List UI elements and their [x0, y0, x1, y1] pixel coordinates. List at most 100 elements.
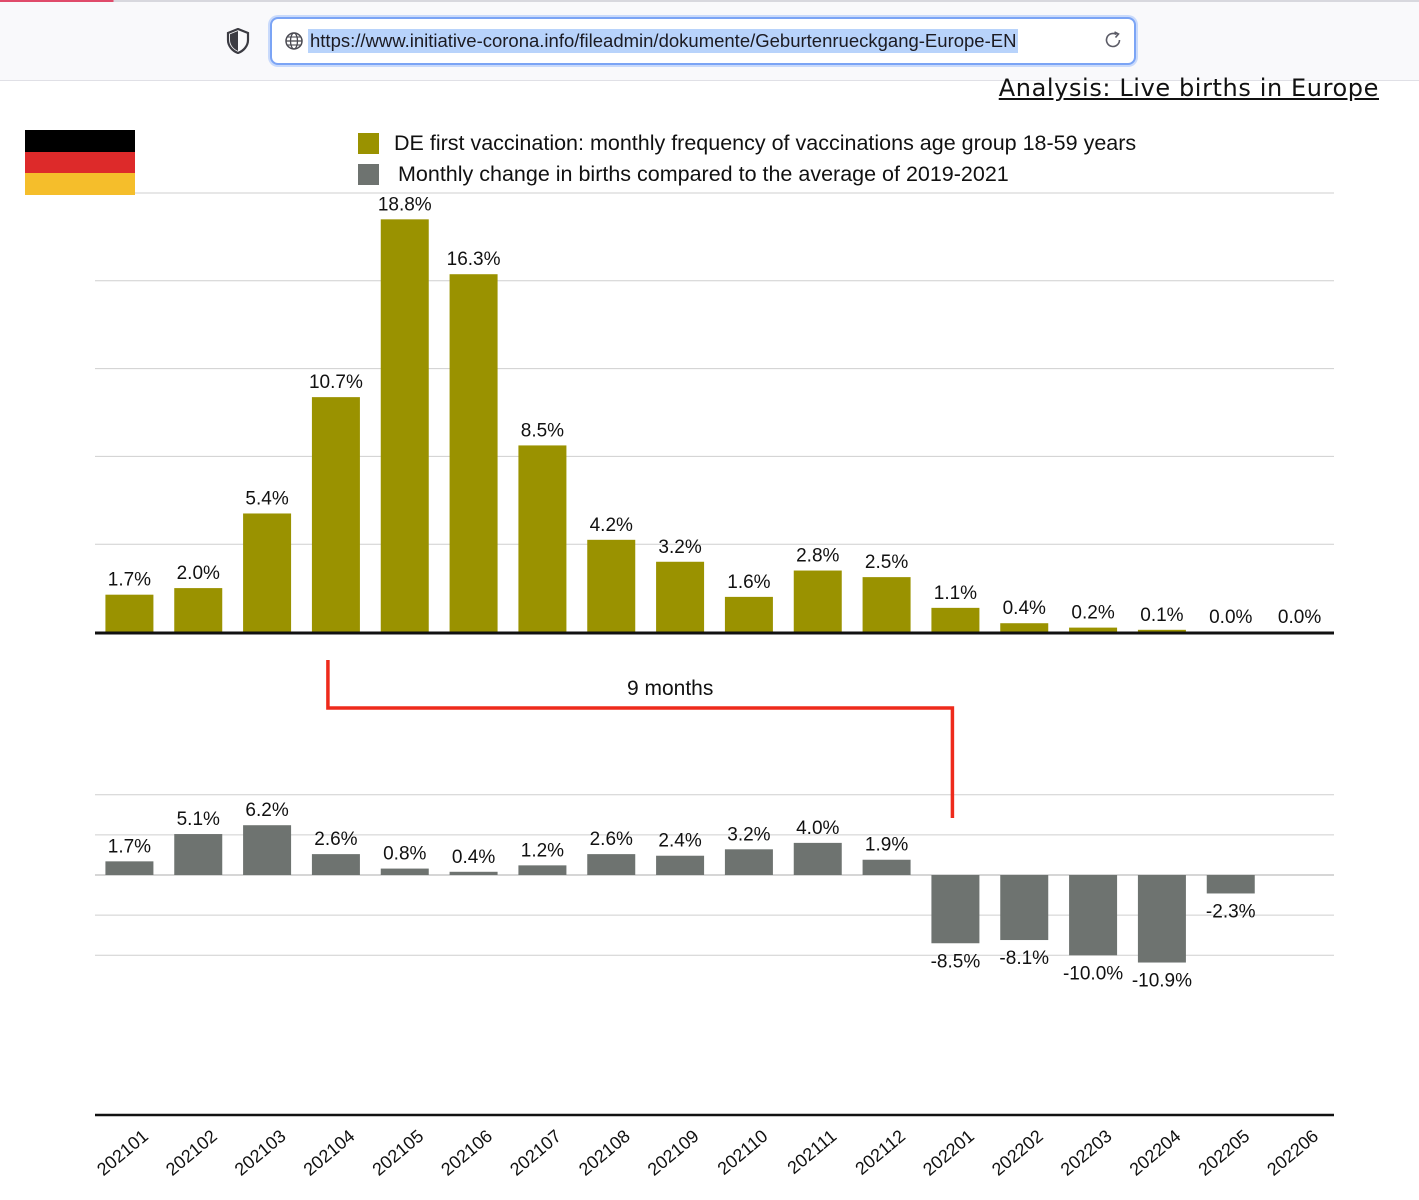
- x-tick-label: 202206: [1263, 1126, 1322, 1180]
- births-bar: [1069, 875, 1118, 956]
- births-data-label: -2.3%: [1206, 901, 1256, 922]
- vaccination-bar: [724, 596, 773, 632]
- births-data-label: 4.0%: [796, 818, 839, 839]
- legend-label-births: Monthly change in births compared to the…: [398, 162, 1009, 186]
- births-bar: [105, 861, 154, 875]
- vaccination-data-label: 4.2%: [590, 515, 633, 536]
- address-bar[interactable]: https://www.initiative-corona.info/filea…: [270, 17, 1136, 65]
- vaccination-data-label: 2.5%: [865, 552, 908, 573]
- births-data-label: 2.4%: [658, 831, 701, 852]
- vaccination-bar: [243, 513, 292, 632]
- births-data-label: -10.0%: [1063, 963, 1123, 984]
- url-text[interactable]: https://www.initiative-corona.info/filea…: [308, 29, 1019, 53]
- vaccination-data-label: 0.0%: [1209, 607, 1252, 628]
- births-bar: [243, 825, 292, 875]
- vaccination-data-label: 0.4%: [1003, 598, 1046, 619]
- births-bar: [931, 875, 980, 944]
- births-bar: [1000, 875, 1049, 941]
- vaccination-bar: [1000, 623, 1049, 632]
- globe-icon: [285, 32, 303, 50]
- vaccination-data-label: 0.1%: [1140, 605, 1183, 626]
- shield-icon[interactable]: [226, 28, 250, 54]
- births-data-label: 2.6%: [314, 829, 357, 850]
- births-bar: [380, 868, 429, 875]
- page-title[interactable]: Analysis: Live births in Europe: [998, 74, 1379, 102]
- vaccination-data-label: 1.1%: [934, 583, 977, 604]
- x-tick-label: 202110: [714, 1126, 772, 1179]
- vaccination-bar: [518, 445, 567, 632]
- legend-swatch-births: [358, 164, 379, 185]
- births-data-label: 1.7%: [108, 836, 151, 857]
- x-tick-label: 202104: [300, 1126, 359, 1180]
- births-data-label: 5.1%: [177, 809, 220, 830]
- legend-label-vaccination: DE first vaccination: monthly frequency …: [394, 131, 1137, 155]
- vaccination-bar: [449, 274, 498, 632]
- vaccination-data-label: 8.5%: [521, 420, 564, 441]
- x-tick-label: 202201: [919, 1126, 978, 1180]
- x-tick-label: 202109: [644, 1126, 703, 1180]
- nine-months-bracket: [326, 660, 955, 818]
- x-tick-label: 202111: [783, 1126, 840, 1178]
- vaccination-bar: [862, 577, 911, 632]
- births-bar: [862, 859, 911, 875]
- vaccination-data-label: 2.0%: [177, 563, 220, 584]
- vaccination-bar: [793, 570, 842, 632]
- births-bar: [793, 842, 842, 875]
- births-data-label: -8.1%: [999, 948, 1049, 969]
- births-bar: [724, 849, 773, 875]
- vaccination-data-label: 5.4%: [245, 488, 288, 509]
- flag-stripe-gold: [25, 173, 135, 195]
- births-bar: [449, 871, 498, 875]
- vaccination-data-label: 1.7%: [108, 570, 151, 591]
- vaccination-data-label: 1.6%: [727, 572, 770, 593]
- births-bar: [311, 854, 360, 875]
- births-data-label: 0.8%: [383, 844, 426, 865]
- x-tick-label: 202203: [1057, 1126, 1116, 1180]
- vaccination-data-label: 16.3%: [447, 249, 501, 270]
- vaccination-data-label: 10.7%: [309, 372, 363, 393]
- births-bar: [1206, 875, 1255, 894]
- vaccination-data-label: 0.0%: [1278, 607, 1321, 628]
- flag-stripe-black: [25, 130, 135, 152]
- flag-stripe-red: [25, 151, 135, 174]
- births-data-label: -8.5%: [931, 951, 981, 972]
- vaccination-bar: [1137, 629, 1186, 632]
- births-bar: [1137, 875, 1186, 963]
- vaccination-bar: [1069, 627, 1118, 632]
- annotation-label: 9 months: [627, 677, 713, 700]
- x-tick-label: 202105: [368, 1126, 427, 1180]
- vaccination-data-label: 2.8%: [796, 546, 839, 567]
- x-tick-label: 202204: [1126, 1126, 1185, 1180]
- births-bar: [656, 855, 705, 875]
- births-data-label: 1.9%: [865, 835, 908, 856]
- vaccination-bar: [174, 588, 223, 632]
- vaccination-data-label: 0.2%: [1071, 603, 1114, 624]
- x-tick-label: 202205: [1194, 1126, 1253, 1180]
- x-tick-label: 202202: [988, 1126, 1047, 1180]
- births-data-label: 1.2%: [521, 840, 564, 861]
- x-tick-label: 202107: [506, 1126, 565, 1180]
- births-bar: [518, 865, 567, 875]
- vaccination-bar: [380, 219, 429, 632]
- vaccination-bar: [587, 539, 636, 632]
- reload-icon[interactable]: [1102, 29, 1124, 51]
- vaccination-data-label: 18.8%: [378, 194, 432, 215]
- births-bar: [174, 834, 223, 875]
- births-data-label: -10.9%: [1132, 971, 1192, 992]
- births-bar: [587, 854, 636, 875]
- births-data-label: 0.4%: [452, 847, 495, 868]
- births-data-label: 2.6%: [590, 829, 633, 850]
- vaccination-bar: [105, 594, 154, 632]
- x-tick-label: 202112: [851, 1126, 909, 1179]
- x-tick-label: 202102: [162, 1126, 221, 1180]
- vaccination-data-label: 3.2%: [658, 537, 701, 558]
- vaccination-bar: [656, 561, 705, 632]
- legend-swatch-vaccination: [358, 133, 379, 154]
- browser-toolbar: https://www.initiative-corona.info/filea…: [0, 0, 1419, 81]
- germany-flag-icon: [25, 130, 135, 195]
- births-data-label: 6.2%: [245, 800, 288, 821]
- x-tick-label: 202106: [437, 1126, 496, 1180]
- births-data-label: 3.2%: [727, 824, 770, 845]
- x-tick-label: 202103: [231, 1126, 290, 1180]
